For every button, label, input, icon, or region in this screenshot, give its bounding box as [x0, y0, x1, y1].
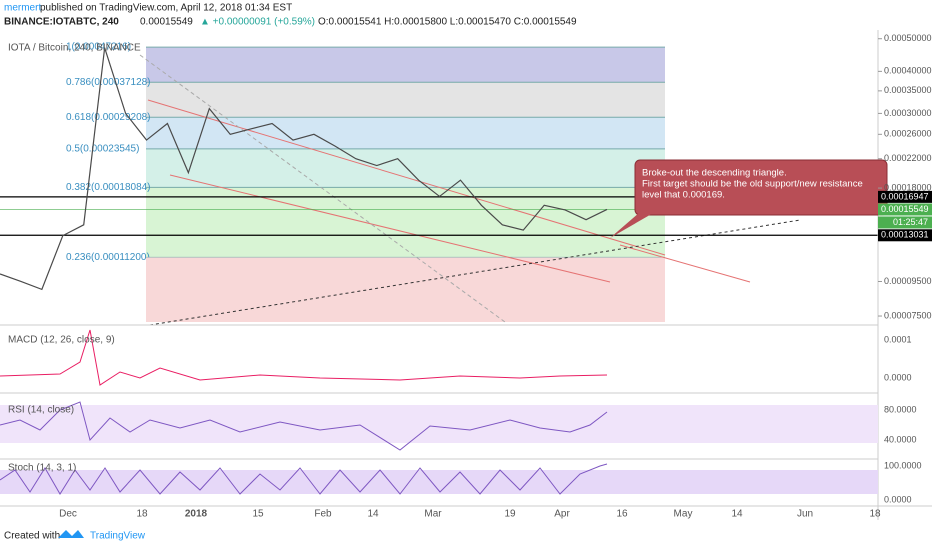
pane-label: Stoch (14, 3, 1) [8, 463, 76, 474]
date-label: 18 [136, 509, 148, 520]
fib-label: 0.618(0.00029208) [66, 112, 151, 123]
countdown: 01:25:47 [893, 217, 928, 227]
price-tag-label: 0.00016947 [881, 191, 929, 201]
trend-line [619, 244, 751, 283]
trend-line [147, 99, 666, 256]
pane-label: MACD (12, 26, close, 9) [8, 335, 115, 346]
main-pane: 1(0.00047216) 0.786(0.00037128) 0.618(0.00… [0, 42, 878, 326]
y-tick-label: 0.00035000 [884, 85, 932, 95]
fib-band [146, 117, 665, 149]
fib-band [146, 257, 665, 322]
footer-brand[interactable]: TradingView [90, 531, 146, 542]
fib-band [146, 82, 665, 118]
change: ▲ +0.00000091 (+0.59%) [200, 17, 315, 28]
date-label: Jun [797, 509, 813, 520]
legend: IOTA / Bitcoin, 240, BINANCE [8, 43, 141, 54]
date-label: Dec [59, 509, 77, 520]
date-label: Feb [314, 509, 332, 520]
stoch-line [0, 463, 608, 495]
tv-logo [58, 530, 84, 538]
annotation: Broke-out the descending triangle.First … [610, 159, 888, 238]
annotation-box [634, 159, 888, 216]
price-tag [878, 229, 932, 242]
pane-tick-label: 0.0000 [884, 494, 912, 504]
author[interactable]: mermert [4, 3, 41, 14]
y-tick-label: 0.00022000 [884, 153, 932, 163]
annotation-text: First target should be the old support/n… [642, 179, 863, 190]
fib-label: 0.382(0.00018084) [66, 182, 151, 193]
symbol: BINANCE:IOTABTC, 240 [4, 17, 119, 28]
date-label: Mar [424, 509, 442, 520]
date-label: 14 [367, 509, 379, 520]
date-label: 2018 [185, 509, 208, 520]
pane-tick-label: 80.0000 [884, 404, 917, 414]
price-line [0, 47, 608, 291]
fib-band [146, 148, 665, 188]
date-label: 16 [616, 509, 628, 520]
pane-label: RSI (14, close) [8, 405, 74, 416]
footer-bg [0, 520, 932, 550]
last-price: 0.00015549 [140, 17, 193, 28]
pane-tick-label: 0.0000 [884, 372, 912, 382]
trend-line [169, 174, 611, 283]
fib-label: 0.236(0.00011200) [66, 252, 150, 263]
date-label: 14 [731, 509, 743, 520]
date-label: May [674, 509, 693, 520]
annotation-text: Broke-out the descending triangle. [642, 168, 787, 179]
fib-label: 0.5(0.00023545) [66, 143, 139, 154]
y-tick-label: 0.00007500 [884, 310, 932, 320]
price-tag-label: 0.00013031 [881, 230, 929, 240]
countdown-tag [878, 216, 932, 229]
date-label: 15 [252, 509, 264, 520]
y-tick-label: 0.00009500 [884, 276, 932, 286]
pane-tick-label: 0.0001 [884, 334, 912, 344]
fib-band [146, 187, 665, 258]
trend-line [149, 219, 801, 326]
price-tag [878, 190, 932, 203]
annotation-pointer [610, 212, 655, 238]
published: published on TradingView.com, April 12, … [40, 3, 292, 14]
fib-band [146, 47, 665, 83]
price-tag-label: 0.00015549 [881, 204, 929, 214]
date-label: 19 [504, 509, 516, 520]
y-tick-label: 0.00018000 [884, 182, 932, 192]
pane-tick-label: 100.0000 [884, 460, 922, 470]
annotation-text: level that 0.000169. [642, 190, 725, 201]
rsi-line [0, 401, 608, 451]
rsi-band [0, 405, 878, 443]
y-tick-label: 0.00050000 [884, 33, 932, 43]
y-tick-label: 0.00026000 [884, 129, 932, 139]
date-label: 18 [869, 509, 881, 520]
date-label: Apr [554, 509, 570, 520]
stoch-band [0, 470, 878, 494]
y-tick-label: 0.00030000 [884, 108, 932, 118]
fib-label: 0.786(0.00037128) [66, 77, 151, 88]
trend-line [139, 54, 506, 323]
macd-line [0, 329, 608, 386]
price-tag [878, 203, 932, 216]
pane-tick-label: 40.0000 [884, 434, 917, 444]
y-tick-label: 0.00040000 [884, 66, 932, 76]
fib-label: 1(0.00047216) [66, 42, 131, 53]
footer-created: Created with [4, 531, 60, 542]
ohlc: O:0.00015541 H:0.00015800 L:0.00015470 C… [318, 17, 577, 28]
